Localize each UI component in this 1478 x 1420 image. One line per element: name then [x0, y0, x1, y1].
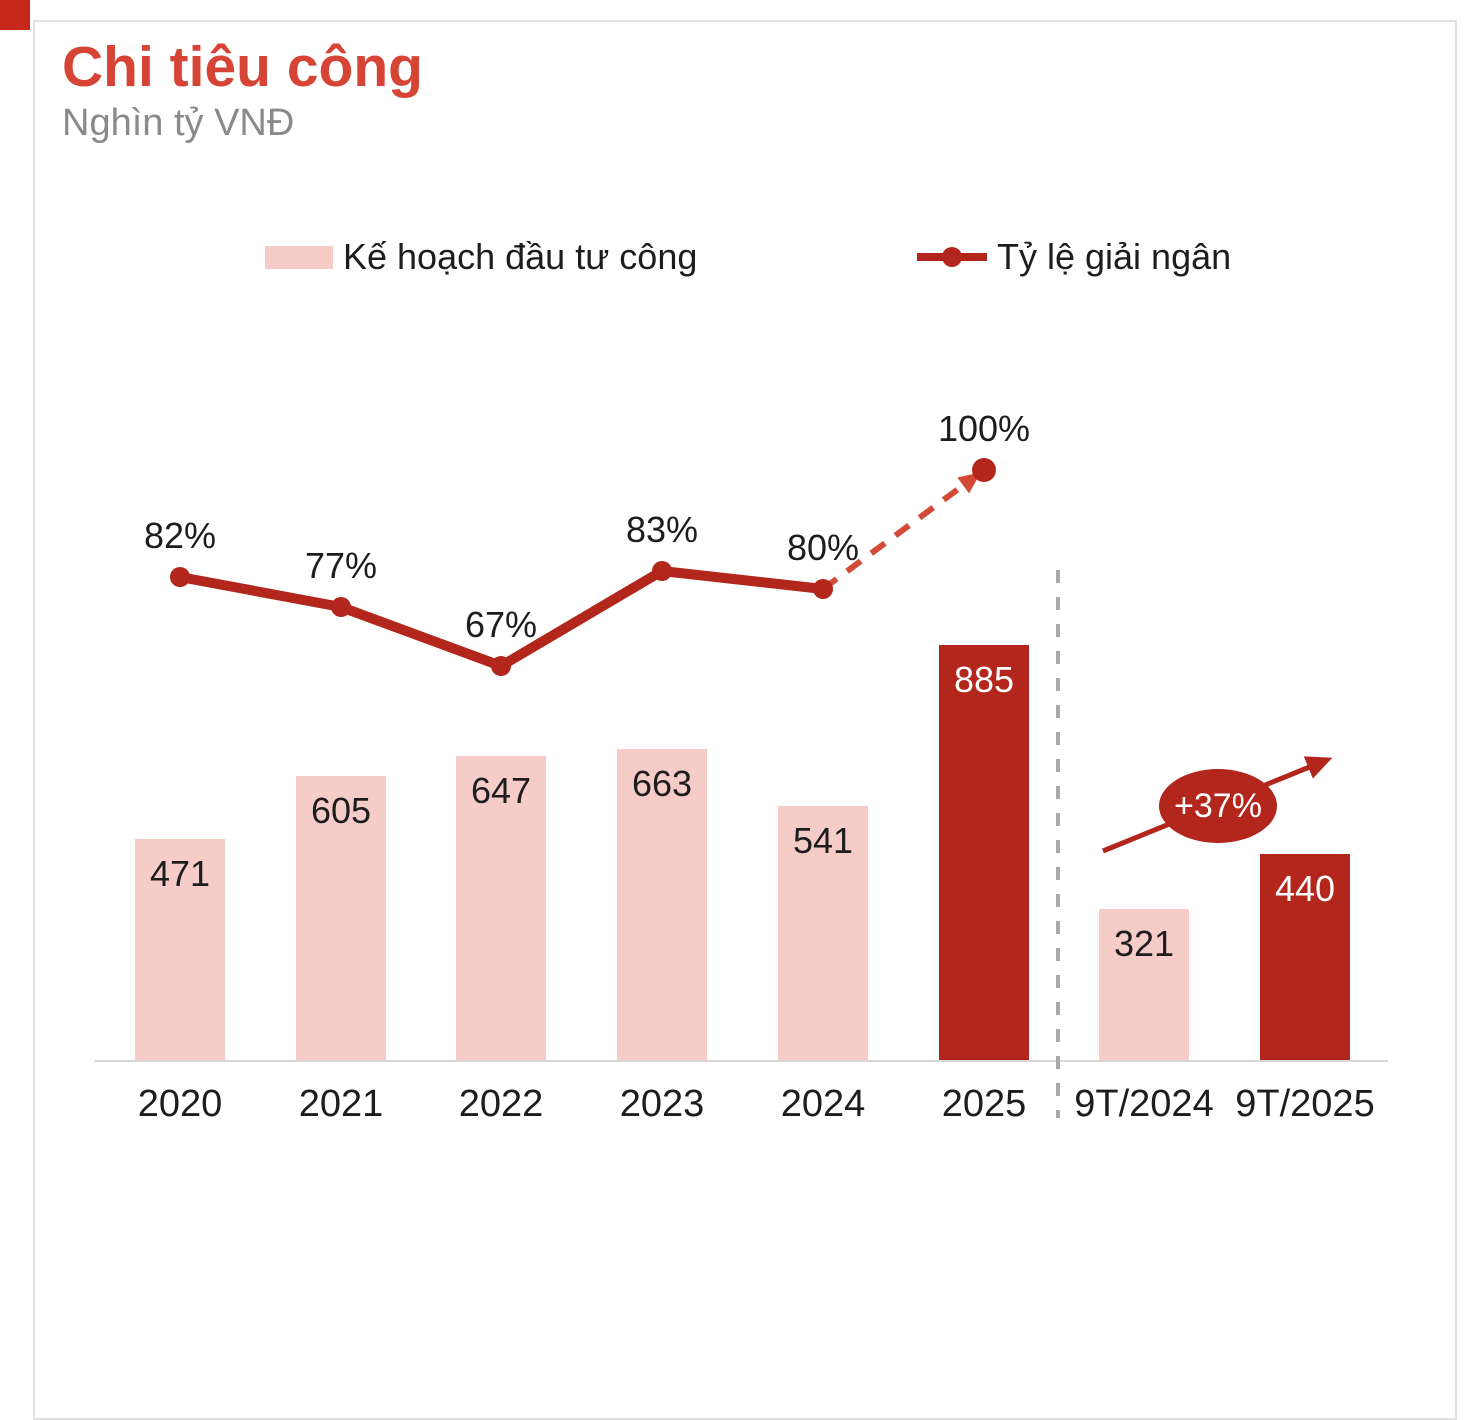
bar-2025: 885: [939, 645, 1029, 1060]
line-point-label-2022: 67%: [464, 604, 538, 645]
x-axis-line: [95, 1060, 1388, 1062]
legend-item-line-series: Tỷ lệ giải ngân: [917, 234, 1231, 280]
x-axis-label-2025: 2025: [941, 1083, 1027, 1125]
line-point-label-2024: 80%: [786, 527, 860, 568]
line-point-label-2020: 82%: [143, 515, 217, 556]
x-axis-label-2023: 2023: [619, 1083, 705, 1125]
line-point-dot: [491, 656, 511, 676]
bar-2021: 605: [296, 776, 386, 1060]
line-point-dot: [813, 579, 833, 599]
line-point-dot: [170, 567, 190, 587]
bar-9T/2025: 440: [1260, 854, 1350, 1060]
chart-canvas: [170, 458, 1333, 1118]
line-point-dot: [652, 561, 672, 581]
chart-title: Chi tiêu công: [62, 35, 423, 99]
x-axis-label-2021: 2021: [298, 1083, 384, 1125]
growth-annotation-ellipse: [1159, 769, 1277, 843]
line-point-dot: [331, 597, 351, 617]
bar-value-label: 663: [631, 763, 693, 804]
bar-series-swatch-icon: [265, 245, 333, 269]
bar-series-label: Kế hoạch đầu tư công: [343, 236, 698, 277]
growth-annotation-label: +37%: [1174, 787, 1262, 825]
bar-value-label: 541: [792, 820, 854, 861]
line-series-label: Tỷ lệ giải ngân: [997, 236, 1232, 277]
line-series-swatch-icon: [917, 247, 987, 267]
bar-2020: 471: [135, 839, 225, 1060]
line-point-label-2021: 77%: [304, 545, 378, 586]
x-axis-label-2024: 2024: [780, 1083, 866, 1125]
chart-unit-subtitle: Nghìn tỷ VNĐ: [62, 102, 295, 144]
line-series-dot-icon: [942, 247, 962, 267]
bar-value-label: 605: [310, 790, 372, 831]
x-axis-label-9T/2024: 9T/2024: [1074, 1083, 1214, 1125]
line-point-dot: [972, 458, 996, 482]
bar-value-label: 471: [149, 853, 211, 894]
bar-2024: 541: [778, 806, 868, 1060]
bar-value-label: 885: [953, 659, 1015, 700]
bar-2023: 663: [617, 749, 707, 1060]
x-axis-label-9T/2025: 9T/2025: [1235, 1083, 1375, 1125]
legend-item-bar-series: Kế hoạch đầu tư công: [265, 234, 697, 280]
bar-value-label: 440: [1274, 868, 1336, 909]
corner-accent-mark: [0, 0, 30, 30]
line-point-label-2025: 100%: [937, 408, 1031, 449]
line-point-label-2023: 83%: [625, 509, 699, 550]
x-axis-label-2020: 2020: [137, 1083, 223, 1125]
bar-2022: 647: [456, 756, 546, 1060]
bar-9T/2024: 321: [1099, 909, 1189, 1060]
x-axis-label-2022: 2022: [458, 1083, 544, 1125]
bar-value-label: 647: [470, 770, 532, 811]
bar-value-label: 321: [1113, 923, 1175, 964]
